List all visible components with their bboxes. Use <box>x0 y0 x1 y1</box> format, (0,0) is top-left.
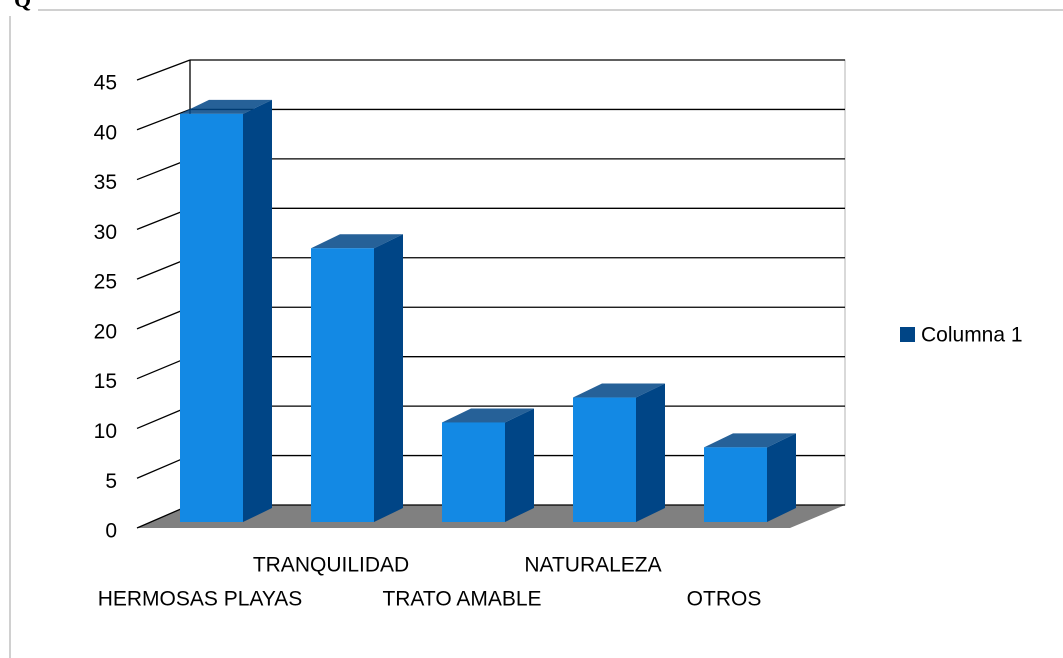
bar-side <box>243 99 272 523</box>
bar-top <box>180 99 272 114</box>
x-tick-label: TRANQUILIDAD <box>253 554 409 577</box>
bar-side <box>505 408 534 522</box>
x-tick-label: OTROS <box>687 588 762 611</box>
y-tick-label: 15 <box>94 370 117 393</box>
legend-swatch <box>900 327 915 342</box>
bar <box>573 397 636 522</box>
bar-top <box>442 408 534 423</box>
y-tick-label: 10 <box>94 420 117 443</box>
y-tick-label: 35 <box>94 171 117 194</box>
x-tick-label: TRATO AMABLE <box>382 588 541 611</box>
y-tick-label: 45 <box>94 72 117 95</box>
bar-side <box>374 234 403 522</box>
y-tick-label: 30 <box>94 221 117 244</box>
bar-top <box>573 383 665 398</box>
y-tick-label: 40 <box>94 121 117 144</box>
y-tick-label: 20 <box>94 320 117 343</box>
bar-top <box>704 433 796 448</box>
bar <box>704 447 767 522</box>
y-tick-label: 25 <box>94 271 117 294</box>
y-tick-label: 5 <box>105 470 117 493</box>
bar-top <box>311 234 403 249</box>
bar-side <box>767 433 796 522</box>
chart-frame <box>9 9 1063 658</box>
bar <box>180 113 243 523</box>
heading-bg <box>0 0 38 16</box>
bar <box>442 422 505 522</box>
bar <box>311 248 374 522</box>
y-tick-label: 0 <box>105 520 117 543</box>
side-grid-line <box>136 108 191 131</box>
side-grid-line <box>136 59 191 81</box>
bar-side <box>636 383 665 522</box>
x-tick-label: HERMOSAS PLAYAS <box>98 588 303 611</box>
legend-label: Columna 1 <box>921 324 1023 347</box>
x-tick-label: NATURALEZA <box>524 554 661 577</box>
heading: Q <box>14 0 31 12</box>
